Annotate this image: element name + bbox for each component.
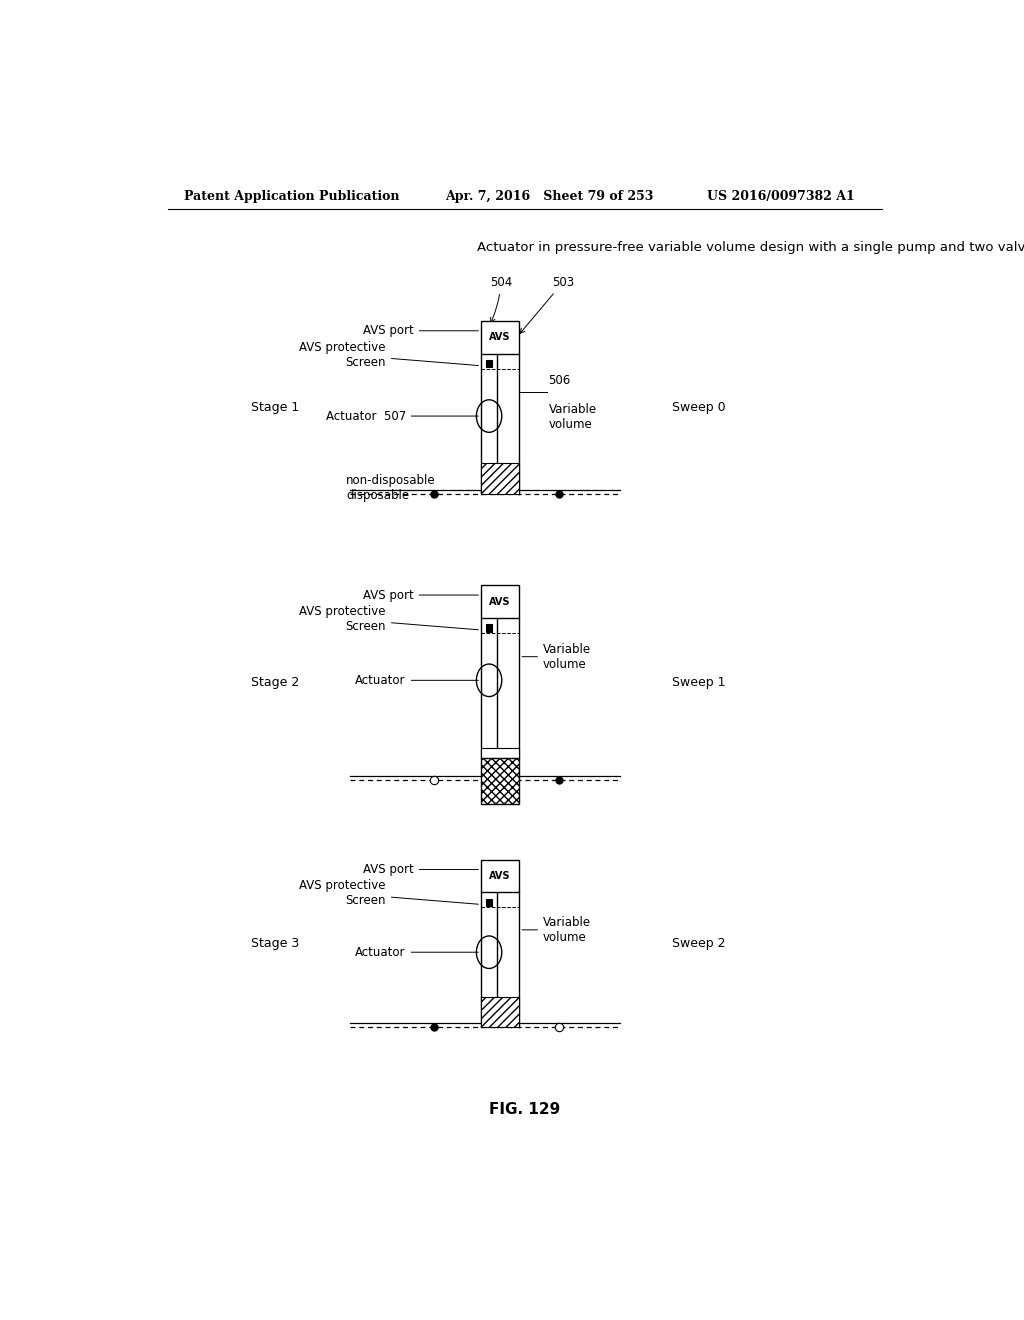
- Text: 503: 503: [520, 276, 574, 334]
- Text: Stage 3: Stage 3: [251, 937, 299, 950]
- Bar: [481, 997, 519, 1027]
- Bar: [486, 360, 492, 367]
- Text: Patent Application Publication: Patent Application Publication: [183, 190, 399, 202]
- Bar: [486, 624, 492, 631]
- Text: Stage 2: Stage 2: [251, 676, 299, 689]
- Text: FIG. 129: FIG. 129: [489, 1102, 560, 1117]
- Text: AVS port: AVS port: [362, 589, 478, 602]
- Bar: [481, 758, 519, 804]
- Text: Actuator: Actuator: [355, 673, 478, 686]
- Text: US 2016/0097382 A1: US 2016/0097382 A1: [708, 190, 855, 202]
- Text: Sweep 2: Sweep 2: [672, 937, 725, 950]
- Text: Stage 1: Stage 1: [251, 401, 299, 414]
- Bar: [481, 463, 519, 494]
- Text: AVS: AVS: [489, 333, 511, 342]
- Bar: [481, 748, 519, 758]
- Bar: [481, 859, 519, 892]
- Text: AVS protective
Screen: AVS protective Screen: [299, 341, 478, 368]
- Text: Variable
volume: Variable volume: [522, 916, 591, 944]
- Text: Actuator: Actuator: [355, 945, 478, 958]
- Text: AVS: AVS: [489, 597, 511, 607]
- Text: 506: 506: [549, 374, 570, 387]
- Text: Sweep 0: Sweep 0: [672, 401, 725, 414]
- Text: Apr. 7, 2016   Sheet 79 of 253: Apr. 7, 2016 Sheet 79 of 253: [445, 190, 653, 202]
- Text: AVS protective
Screen: AVS protective Screen: [299, 605, 478, 632]
- Text: Actuator in pressure-free variable volume design with a single pump and two valv: Actuator in pressure-free variable volum…: [477, 242, 1024, 255]
- Bar: [481, 321, 519, 354]
- Bar: [486, 899, 492, 906]
- Text: Variable
volume: Variable volume: [549, 403, 597, 430]
- Text: AVS port: AVS port: [362, 325, 478, 338]
- Text: AVS: AVS: [489, 871, 511, 880]
- Text: AVS protective
Screen: AVS protective Screen: [299, 879, 478, 907]
- Text: AVS port: AVS port: [362, 863, 478, 876]
- Text: Actuator  507: Actuator 507: [326, 409, 478, 422]
- Text: non-disposable: non-disposable: [346, 474, 436, 487]
- Bar: [481, 585, 519, 618]
- Text: 504: 504: [489, 276, 512, 322]
- Text: Sweep 1: Sweep 1: [672, 676, 725, 689]
- Text: Variable
volume: Variable volume: [522, 643, 591, 671]
- Text: disposable: disposable: [346, 490, 410, 503]
